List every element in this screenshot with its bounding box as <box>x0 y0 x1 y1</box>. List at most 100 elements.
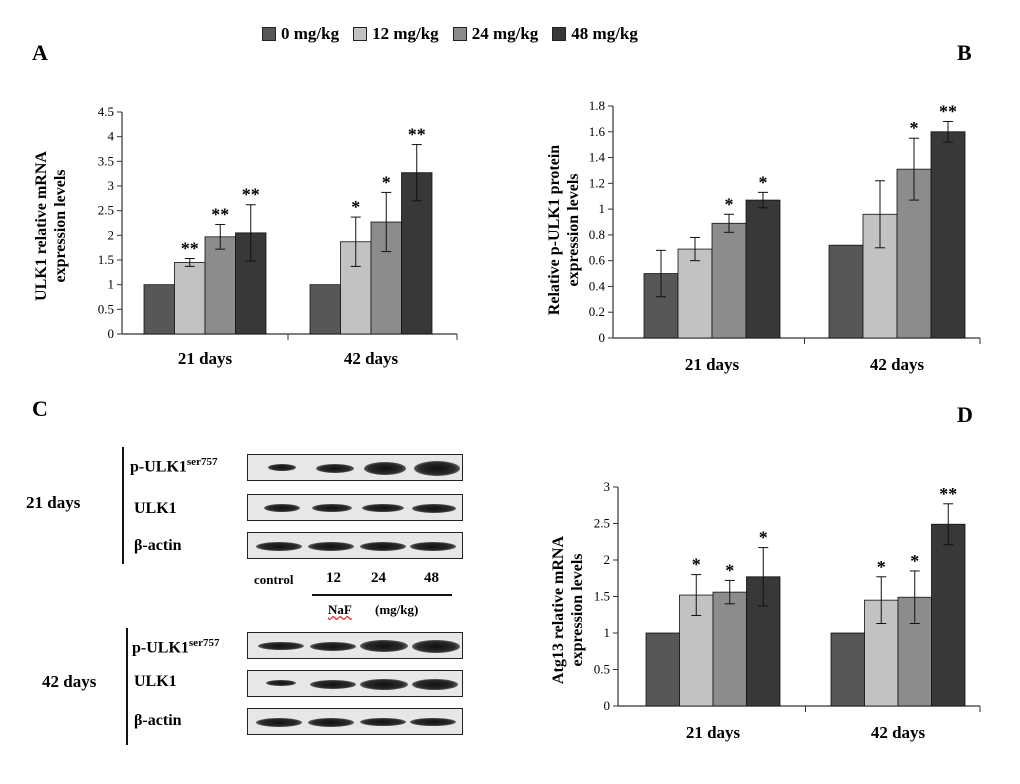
naf-bracket-line <box>312 594 452 596</box>
y-tick-label: 1 <box>604 625 611 640</box>
significance-mark: * <box>759 528 768 548</box>
y-tick-label: 4 <box>108 129 115 144</box>
significance-mark: * <box>382 172 391 192</box>
lane-label-control: control <box>254 572 294 587</box>
blot-band <box>410 717 456 726</box>
lane-label-24: 24 <box>371 570 386 586</box>
panel-letter-b: B <box>957 40 972 65</box>
significance-mark: * <box>877 557 886 577</box>
blot-band <box>310 641 356 651</box>
blot-band <box>264 503 300 512</box>
legend-label: 48 mg/kg <box>571 24 638 43</box>
blot-band <box>268 463 296 471</box>
y-tick-label: 4.5 <box>98 104 114 119</box>
blot-band <box>360 541 406 551</box>
lane-label-48: 48 <box>424 570 439 586</box>
blot-band <box>360 678 408 690</box>
legend-item: 24 mg/kg <box>452 24 539 44</box>
blot-row-p-ulk1-21 <box>247 454 463 481</box>
y-tick-label: 0.8 <box>589 227 605 242</box>
blot-band <box>360 717 406 726</box>
significance-mark: ** <box>242 185 260 205</box>
legend-label: 24 mg/kg <box>471 24 539 43</box>
legend-item: 12 mg/kg <box>353 24 439 44</box>
blot-band <box>258 641 304 650</box>
blot-row-actin-21 <box>247 532 463 559</box>
wb-label-beta-actin: β-actin <box>134 537 182 554</box>
x-category-label: 21 days <box>178 349 233 368</box>
bar <box>830 632 865 707</box>
wb-label-p-ulk1-42: p-ULK1ser757 <box>132 637 219 657</box>
legend-item: 0 mg/kg <box>262 24 339 44</box>
significance-mark: * <box>692 555 701 575</box>
chart-legend: 0 mg/kg 12 mg/kg 24 mg/kg 48 mg/kg <box>262 24 638 44</box>
y-tick-label: 1 <box>108 277 115 292</box>
y-tick-label: 2 <box>604 552 611 567</box>
legend-label: 12 mg/kg <box>372 24 439 43</box>
y-tick-label: 3.5 <box>98 153 114 168</box>
legend-label: 0 mg/kg <box>281 24 340 43</box>
blot-band <box>256 541 302 551</box>
x-category-label: 21 days <box>685 355 740 374</box>
x-category-label: 42 days <box>344 349 399 368</box>
wb-label-text: p-ULK1 <box>132 639 189 657</box>
blot-band <box>312 503 352 512</box>
significance-mark: * <box>725 194 734 214</box>
x-category-label: 42 days <box>871 723 926 742</box>
wb-label-beta-actin-42: β-actin <box>134 712 182 729</box>
panel-letter-a: A <box>32 40 48 65</box>
wb-label-ulk1: ULK1 <box>134 500 177 517</box>
wb-label-p-ulk1: p-ULK1ser757 <box>130 456 217 476</box>
blot-band <box>310 679 356 689</box>
y-tick-label: 0.2 <box>589 304 605 319</box>
y-tick-label: 1.8 <box>589 98 605 113</box>
lane-label-12: 12 <box>326 570 341 586</box>
y-tick-label: 0.5 <box>98 301 114 316</box>
blot-row-p-ulk1-42 <box>247 632 463 659</box>
y-tick-label: 0 <box>604 698 611 713</box>
bar <box>309 284 341 335</box>
wb-superscript: ser757 <box>186 456 218 468</box>
bar <box>828 244 864 339</box>
bar <box>677 248 713 339</box>
bar <box>931 523 966 707</box>
y-tick-label: 2.5 <box>98 203 114 218</box>
bar <box>745 199 781 339</box>
blot-band <box>362 503 404 512</box>
wb-label-text: p-ULK1 <box>130 458 187 476</box>
y-tick-label: 2.5 <box>594 516 610 531</box>
bar <box>712 591 747 707</box>
y-tick-label: 0.6 <box>589 253 606 268</box>
significance-mark: ** <box>939 101 957 121</box>
blot-row-ulk1-21 <box>247 494 463 521</box>
significance-mark: * <box>910 118 919 138</box>
x-category-label: 42 days <box>870 355 925 374</box>
blot-row-ulk1-42 <box>247 670 463 697</box>
naf-unit: (mg/kg) <box>375 602 419 617</box>
blot-band <box>414 460 460 476</box>
wb-group-42-days: 42 days <box>42 672 97 691</box>
blot-band <box>364 461 406 475</box>
y-tick-label: 1.2 <box>589 175 605 190</box>
y-tick-label: 1.5 <box>98 252 114 267</box>
naf-label: NaF <box>328 602 352 617</box>
blot-band <box>308 541 354 551</box>
x-category-label: 21 days <box>686 723 741 742</box>
blot-band <box>410 541 456 551</box>
panel-letter-c: C <box>32 396 48 421</box>
wb-group-21-days: 21 days <box>26 493 81 512</box>
significance-mark: ** <box>939 484 957 504</box>
legend-swatch <box>262 27 276 41</box>
wb-superscript: ser757 <box>188 637 220 649</box>
y-tick-label: 1.6 <box>589 124 606 139</box>
significance-mark: * <box>725 560 734 580</box>
blot-band <box>308 717 354 727</box>
wb-bracket-21 <box>122 447 124 564</box>
blot-band <box>266 679 296 686</box>
y-tick-label: 0.4 <box>589 278 606 293</box>
y-tick-label: 3 <box>108 178 115 193</box>
significance-mark: * <box>351 197 360 217</box>
legend-swatch <box>353 27 368 41</box>
